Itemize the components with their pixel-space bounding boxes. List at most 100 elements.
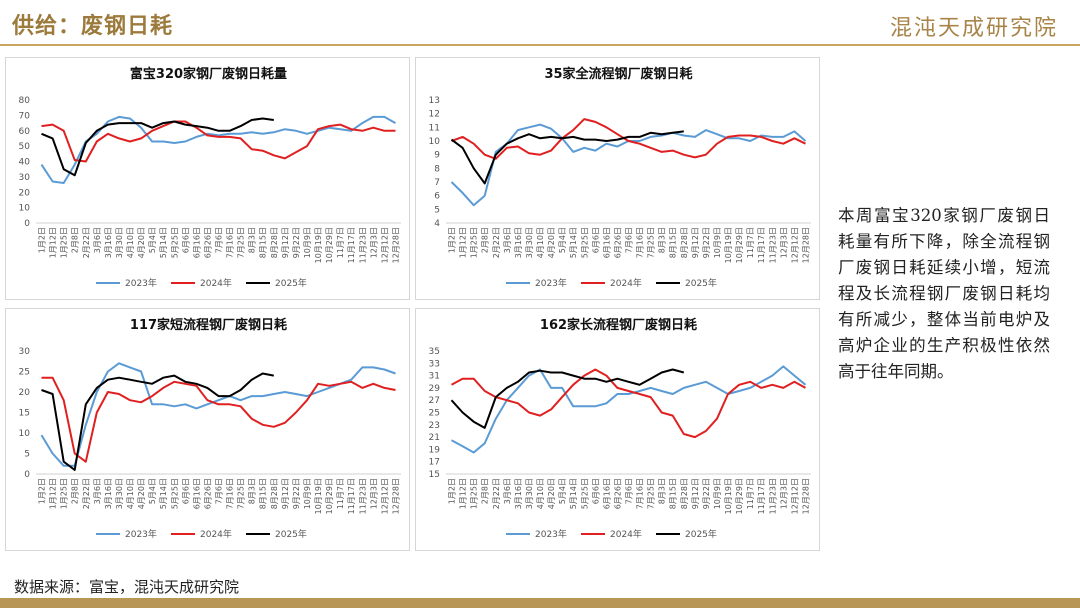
- x-tick-label: 3月16日: [514, 227, 523, 258]
- series-line: [40, 362, 396, 467]
- x-tick-label: 7月16日: [226, 478, 235, 509]
- series-line: [451, 118, 806, 160]
- x-tick-label: 5月4日: [148, 478, 157, 504]
- chart-panel: 35家全流程钢厂废钢日耗 4 5 6 7 8 9 10 11 12 13 1月2日 1月12日 1月25日…: [415, 57, 820, 300]
- y-tick-label: 0: [24, 219, 30, 229]
- chart-title: 富宝320家钢厂废钢日耗量: [130, 66, 287, 82]
- x-tick-label: 8月3日: [658, 478, 667, 504]
- x-tick-label: 6月26日: [203, 227, 212, 258]
- x-tick-label: 8月28日: [680, 227, 689, 258]
- x-tick-label: 9月12日: [281, 478, 290, 509]
- y-tick-label: 9: [434, 151, 440, 161]
- x-tick-label: 8月28日: [680, 478, 689, 509]
- source: 数据来源：富宝，混沌天成研究院: [14, 578, 240, 596]
- y-tick-label: 11: [429, 123, 440, 133]
- x-tick-label: 12月28日: [391, 478, 400, 514]
- series-line: [40, 115, 396, 184]
- x-tick-label: 2月22日: [492, 478, 501, 509]
- x-tick-label: 7月16日: [636, 478, 645, 509]
- y-tick-label: 40: [19, 158, 31, 168]
- x-tick-label: 5月14日: [159, 227, 168, 258]
- x-tick-label: 6月16日: [602, 227, 611, 258]
- x-tick-label: 4月20日: [137, 227, 146, 258]
- chart-title: 162家长流程钢厂废钢日耗: [540, 317, 697, 333]
- x-tick-label: 3月16日: [104, 227, 113, 258]
- x-tick-label: 10月9日: [713, 478, 722, 509]
- y-tick-label: 15: [429, 470, 440, 480]
- x-tick-label: 5月14日: [569, 478, 578, 509]
- x-tick-label: 11月7日: [746, 227, 755, 258]
- y-tick-label: 80: [19, 96, 31, 106]
- x-tick-label: 1月25日: [470, 478, 479, 509]
- y-tick-label: 25: [429, 409, 440, 419]
- legend-label: 2023年: [535, 528, 567, 540]
- x-tick-label: 11月17日: [757, 227, 766, 263]
- x-tick-label: 10月19日: [314, 478, 323, 514]
- x-tick-label: 3月16日: [104, 478, 113, 509]
- chart: 35家全流程钢厂废钢日耗 4 5 6 7 8 9 10 11 12 13 1月2日 1月12日 1月25日…: [429, 66, 811, 289]
- x-tick-label: 4月10日: [536, 478, 545, 509]
- x-tick-label: 9月12日: [691, 227, 700, 258]
- x-tick-label: 12月28日: [801, 478, 810, 514]
- y-tick-label: 17: [429, 458, 440, 468]
- legend-label: 2023年: [125, 528, 157, 540]
- x-tick-label: 12月12日: [380, 478, 389, 514]
- x-tick-label: 4月10日: [126, 227, 135, 258]
- x-tick-label: 3月30日: [525, 478, 534, 509]
- x-tick-label: 11月23日: [768, 478, 777, 514]
- y-tick-label: 60: [19, 127, 31, 137]
- chart-panel: 162家长流程钢厂废钢日耗 15 17 19 21 23 25 27 29 31 33 35 1月2日 1…: [415, 308, 820, 551]
- x-tick-label: 6月6日: [591, 478, 600, 504]
- x-tick-label: 8月15日: [259, 227, 268, 258]
- x-tick-label: 11月7日: [336, 227, 345, 258]
- legend-label: 2025年: [685, 528, 717, 540]
- legend-label: 2025年: [275, 277, 307, 289]
- legend-label: 2024年: [610, 277, 642, 289]
- chart-title: 35家全流程钢厂废钢日耗: [544, 66, 692, 82]
- x-tick-label: 4月20日: [547, 478, 556, 509]
- y-tick-label: 0: [24, 470, 30, 480]
- x-tick-label: 6月16日: [192, 227, 201, 258]
- x-tick-label: 8月3日: [658, 227, 667, 253]
- x-tick-label: 11月17日: [347, 478, 356, 514]
- y-tick-label: 31: [429, 372, 440, 382]
- x-tick-label: 11月23日: [358, 478, 367, 514]
- y-tick-label: 30: [19, 173, 31, 183]
- x-tick-label: 12月3日: [779, 478, 788, 509]
- x-tick-label: 3月6日: [93, 478, 102, 504]
- x-tick-label: 11月17日: [347, 227, 356, 263]
- x-tick-label: 1月25日: [60, 478, 69, 509]
- x-tick-label: 1月12日: [459, 478, 468, 509]
- x-tick-label: 4月20日: [547, 227, 556, 258]
- y-tick-label: 4: [434, 219, 440, 229]
- x-tick-label: 10月19日: [314, 227, 323, 263]
- chart-title: 117家短流程钢厂废钢日耗: [130, 317, 287, 333]
- x-tick-label: 7月6日: [625, 227, 634, 253]
- chart-panel: 富宝320家钢厂废钢日耗量 0 10 20 30 40 50 60 70 80 1月2日 1月12日 1…: [5, 57, 410, 300]
- x-tick-label: 10月9日: [713, 227, 722, 258]
- x-tick-label: 6月6日: [181, 227, 190, 253]
- x-tick-label: 6月16日: [602, 478, 611, 509]
- series-line: [41, 376, 396, 463]
- y-tick-label: 7: [434, 178, 440, 188]
- x-tick-label: 3月6日: [503, 227, 512, 253]
- x-tick-label: 3月16日: [514, 478, 523, 509]
- y-tick-label: 29: [429, 384, 441, 394]
- y-tick-label: 13: [429, 96, 440, 106]
- x-tick-label: 5月14日: [569, 227, 578, 258]
- x-tick-label: 2月8日: [71, 227, 80, 253]
- commentary: 本周富宝320家钢厂废钢日耗量有所下降，除全流程钢厂废钢日耗延续小增，短流程及长…: [838, 206, 1050, 381]
- chart-panel: 117家短流程钢厂废钢日耗 0 5 10 15 20 25 30 1月2日 1月12日 1月25日 2…: [5, 308, 410, 551]
- x-tick-label: 2月22日: [82, 227, 91, 258]
- x-tick-label: 5月4日: [558, 478, 567, 504]
- y-tick-label: 5: [24, 450, 30, 460]
- y-tick-label: 10: [19, 429, 31, 439]
- x-tick-label: 3月30日: [525, 227, 534, 258]
- x-tick-label: 5月25日: [580, 478, 589, 509]
- x-tick-label: 8月3日: [248, 478, 257, 504]
- x-tick-label: 8月28日: [270, 227, 279, 258]
- x-tick-label: 1月12日: [459, 227, 468, 258]
- y-tick-label: 33: [429, 359, 440, 369]
- x-tick-label: 1月2日: [448, 227, 457, 253]
